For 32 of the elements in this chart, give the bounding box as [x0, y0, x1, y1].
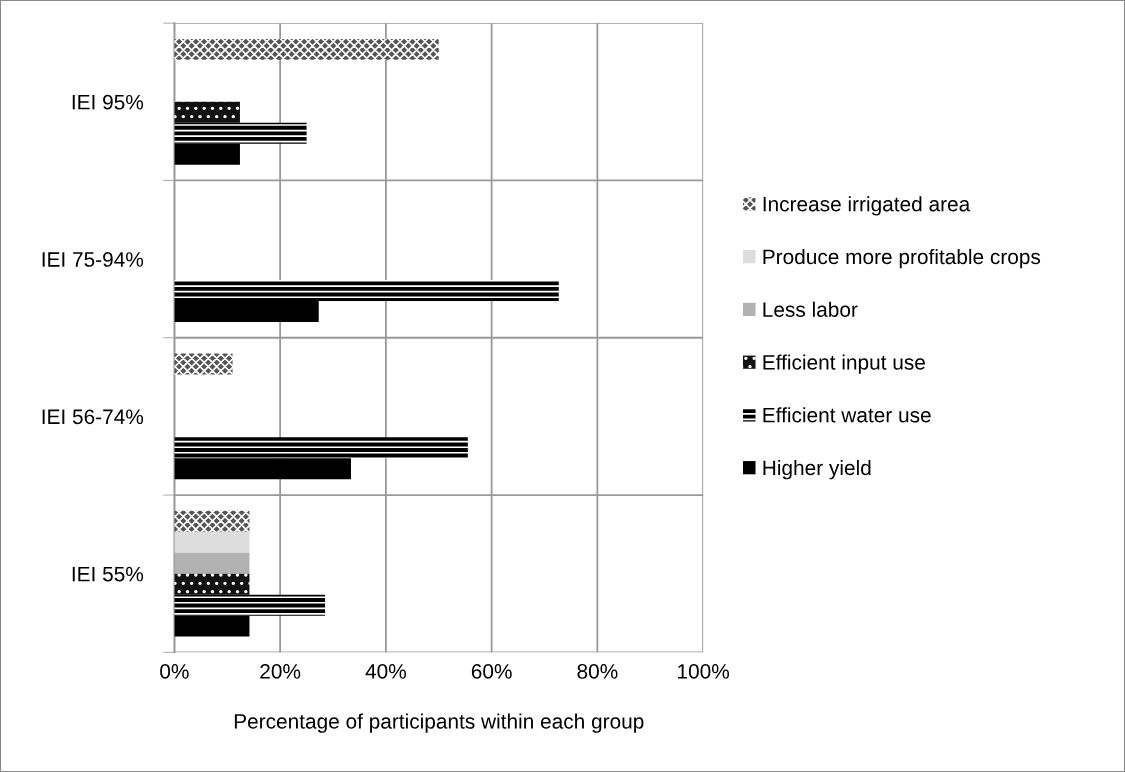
bar	[174, 510, 250, 532]
x-tick-label: 100%	[678, 664, 730, 679]
legend-label: Higher yield	[763, 459, 871, 480]
bar	[174, 101, 240, 123]
legend-label: Efficient input use	[763, 354, 925, 374]
bar	[174, 353, 233, 375]
bar	[174, 458, 351, 480]
x-tick-label: 20%	[260, 664, 301, 679]
bar	[174, 615, 250, 637]
bar	[174, 122, 307, 144]
y-tick-label: IEI 75-94%	[42, 252, 144, 267]
y-tick-label: IEI 55%	[72, 566, 144, 582]
y-tick-label: IEI 95%	[72, 94, 144, 110]
x-tick-label: 80%	[577, 664, 618, 679]
bar	[174, 437, 468, 459]
bar	[174, 552, 250, 574]
x-axis-title: Percentage of participants within each group	[234, 713, 644, 733]
bar	[174, 38, 439, 60]
bar	[174, 301, 319, 323]
x-tick-label: 60%	[471, 664, 512, 679]
x-tick-label: 40%	[365, 664, 406, 679]
bar	[174, 573, 250, 595]
x-tick-label: 0%	[160, 664, 189, 679]
bar	[174, 531, 250, 553]
bar	[174, 143, 240, 165]
legend-label: Increase irrigated area	[763, 196, 971, 216]
bar	[174, 280, 559, 302]
legend-label: Produce more profitable crops	[763, 248, 1041, 269]
y-tick-label: IEI 56-74%	[42, 409, 144, 425]
bar	[174, 594, 326, 616]
legend-label: Less labor	[763, 301, 858, 317]
legend-label: Efficient water use	[763, 407, 931, 423]
